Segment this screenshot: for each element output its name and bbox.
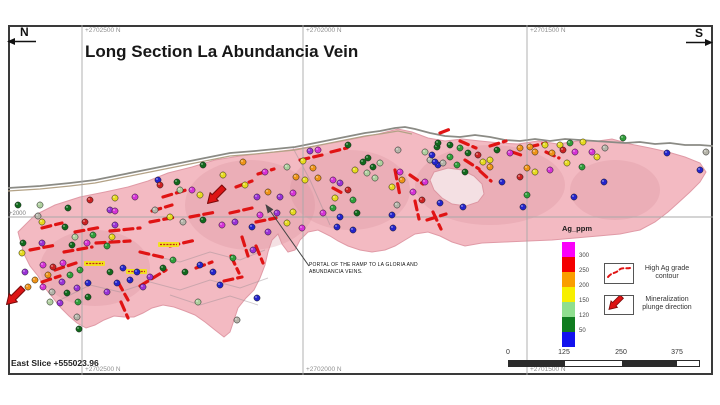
colorbar-segment <box>562 302 575 317</box>
colorbar-value: 150 <box>579 298 590 304</box>
plunge-arrow-icon <box>608 294 624 310</box>
scale-bar-segment <box>565 361 622 366</box>
scale-bar-segment <box>677 361 697 366</box>
legend-plunge-box <box>604 294 634 315</box>
legend-contour-box <box>604 263 634 284</box>
portal-annotation: PORTAL OF THE RAMP TO LA GLORIA AND ABUN… <box>309 262 418 276</box>
east-slice-label: East Slice +555023.96 <box>11 358 99 368</box>
legend-plunge-label-line2: plunge direction <box>642 304 692 311</box>
elevation-label: +2000 <box>9 211 26 217</box>
scale-bar-value: 375 <box>671 349 683 356</box>
colorbar-segment <box>562 317 575 332</box>
legend-contour-label: High Ag grade contour <box>634 265 700 281</box>
colorbar-segment <box>562 242 575 257</box>
grid-label-bottom: +2702000 N <box>306 366 342 373</box>
portal-annotation-line2: ABUNDANCIA VEINS. <box>309 269 363 275</box>
map-frame <box>8 25 713 375</box>
legend-contour-label-line2: contour <box>655 273 679 280</box>
scale-bar-segments <box>508 360 700 367</box>
grid-label-bottom: +2702500 N <box>85 366 121 373</box>
colorbar-segment <box>562 272 575 287</box>
scale-bar-value: 250 <box>615 349 627 356</box>
north-label: N <box>20 25 29 39</box>
legend-plunge-label-line1: Mineralization <box>645 296 689 303</box>
colorbar-value: 250 <box>579 268 590 274</box>
scale-bar-segment <box>509 361 565 366</box>
legend-contour-label-line1: High Ag grade <box>644 265 690 272</box>
scale-bar-value: 0 <box>506 349 510 356</box>
colorbar-segment <box>562 257 575 272</box>
ag-ppm-colorbar: 300 250 200 150 120 50 <box>562 242 602 347</box>
colorbar-value: 120 <box>579 313 590 319</box>
grid-label-bottom: +2701500 N <box>530 366 566 373</box>
colorbar-segment <box>562 332 575 347</box>
scale-bar-segment <box>622 361 677 366</box>
legend-title: Ag_ppm <box>562 224 592 233</box>
colorbar-segment <box>562 287 575 302</box>
scale-bar: 0 125 250 375 <box>505 349 701 375</box>
grid-label-top: +2702000 N <box>306 27 342 34</box>
high-grade-contour-icon <box>607 267 631 278</box>
grid-label-top: +2701500 N <box>530 27 566 34</box>
portal-annotation-line1: PORTAL OF THE RAMP TO LA GLORIA AND <box>309 262 418 268</box>
colorbar-value: 200 <box>579 283 590 289</box>
grid-label-top: +2702500 N <box>85 27 121 34</box>
colorbar-value: 300 <box>579 253 590 259</box>
scale-bar-value: 125 <box>558 349 570 356</box>
colorbar-value: 50 <box>579 328 586 334</box>
south-label: S <box>695 26 704 40</box>
legend-plunge-label: Mineralization plunge direction <box>634 296 700 312</box>
page-title: Long Section La Abundancia Vein <box>85 42 359 61</box>
